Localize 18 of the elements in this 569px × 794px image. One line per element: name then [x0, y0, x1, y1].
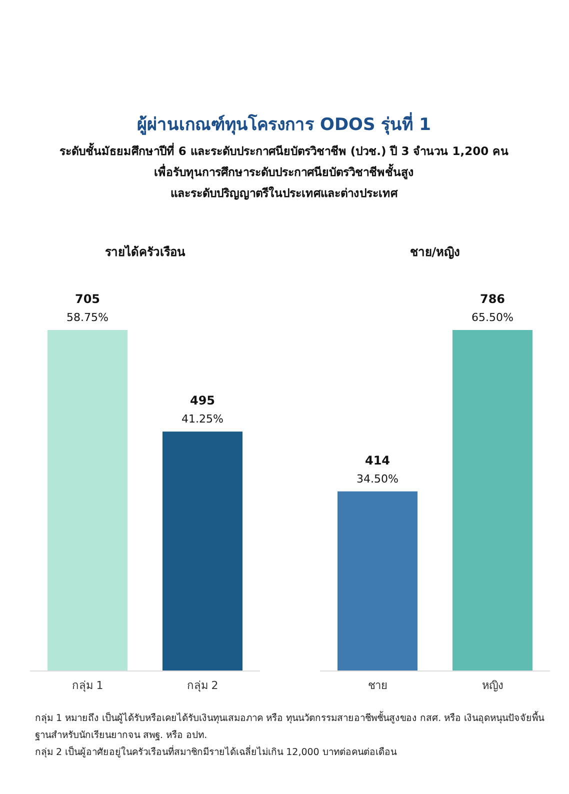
text: กลุ่ม 2 เป็นผู้อาศัยอยู่ในครัวเรือนที่สมาชิกมีรายได้เฉลี่ยไม่เกิน 12,000 บาทต่อคนต่อเดือน — [35, 744, 398, 760]
x-tick-label: กลุ่ม 2 — [186, 679, 218, 692]
chart-title: รายได้ครัวเรือน — [105, 244, 186, 259]
text: ระดับชั้นมัธยมศึกษาปีที่ 6 และระดับประกาศนียบัตรวิชาชีพ (ปวช.) ปี 3 จำนวน 1,200 คน เพื่อรับทุนการศึกษาระดับประกาศนียบัตรวิชาชีพชั้นสูง และระดับปริญญาตรีในประเทศและต่างประเทศ — [59, 142, 509, 200]
data-label: 495 — [190, 394, 216, 408]
data-label: 786 — [480, 292, 506, 306]
annotation: 65.50% — [472, 311, 514, 324]
text: ผู้ผ่านเกณฑ์ทุนโครงการ ODOS รุ่นที่ 1 — [137, 112, 431, 136]
x-tick-label: ชาย — [368, 679, 387, 692]
data-label: 705 — [74, 292, 100, 306]
annotation: 34.50% — [356, 472, 398, 486]
chart-title: ชาย/หญิง — [410, 245, 460, 259]
data-label: 414 — [364, 453, 390, 468]
annotation: 41.25% — [182, 412, 224, 426]
annotation: 58.75% — [66, 311, 108, 324]
x-tick-label: กลุ่ม 1 — [72, 679, 104, 692]
x-tick-label: หญิง — [482, 679, 503, 692]
text: กลุ่ม 1 หมายถึง เป็นผู้ได้รับหรือเคยได้รับเงินทุนเสมอภาค หรือ ทุนนวัตกรรมสายอาชีพชั้นสูงของ กสศ. หรือ เงินอุดหนุนปัจจัยพื้นฐานสำหรับนักเรียนยากจน สพฐ. หรือ อปท. — [35, 710, 545, 743]
